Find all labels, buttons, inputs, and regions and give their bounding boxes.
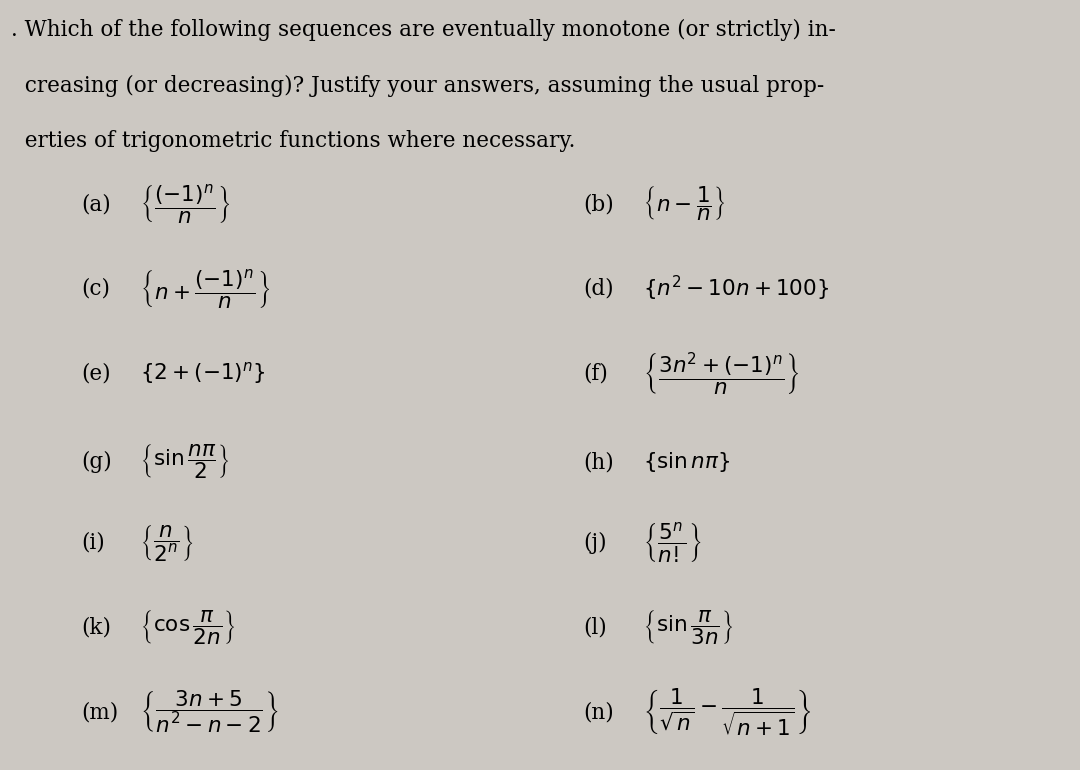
Text: $\left\{\dfrac{n}{2^n}\right\}$: $\left\{\dfrac{n}{2^n}\right\}$ xyxy=(140,523,193,563)
Text: (b): (b) xyxy=(583,193,613,215)
Text: . Which of the following sequences are eventually monotone (or strictly) in-: . Which of the following sequences are e… xyxy=(11,19,836,42)
Text: $\left\{n - \dfrac{1}{n}\right\}$: $\left\{n - \dfrac{1}{n}\right\}$ xyxy=(643,185,725,223)
Text: $\left\{\cos \dfrac{\pi}{2n}\right\}$: $\left\{\cos \dfrac{\pi}{2n}\right\}$ xyxy=(140,608,237,647)
Text: $\left\{\dfrac{3n + 5}{n^2 - n - 2}\right\}$: $\left\{\dfrac{3n + 5}{n^2 - n - 2}\righ… xyxy=(140,689,279,735)
Text: (j): (j) xyxy=(583,532,607,554)
Text: $\left\{\dfrac{3n^2 + (-1)^n}{n}\right\}$: $\left\{\dfrac{3n^2 + (-1)^n}{n}\right\}… xyxy=(643,350,799,397)
Text: (h): (h) xyxy=(583,451,613,473)
Text: (c): (c) xyxy=(81,278,110,300)
Text: (l): (l) xyxy=(583,617,607,638)
Text: (g): (g) xyxy=(81,451,111,473)
Text: $\{n^2 - 10n + 100\}$: $\{n^2 - 10n + 100\}$ xyxy=(643,274,828,303)
Text: $\left\{\dfrac{5^n}{n!}\right\}$: $\left\{\dfrac{5^n}{n!}\right\}$ xyxy=(643,521,701,565)
Text: (a): (a) xyxy=(81,193,111,215)
Text: $\left\{n + \dfrac{(-1)^n}{n}\right\}$: $\left\{n + \dfrac{(-1)^n}{n}\right\}$ xyxy=(140,267,270,310)
Text: erties of trigonometric functions where necessary.: erties of trigonometric functions where … xyxy=(11,130,576,152)
Text: (m): (m) xyxy=(81,701,118,723)
Text: $\left\{\dfrac{1}{\sqrt{n}} - \dfrac{1}{\sqrt{n+1}}\right\}$: $\left\{\dfrac{1}{\sqrt{n}} - \dfrac{1}{… xyxy=(643,687,811,738)
Text: (k): (k) xyxy=(81,617,111,638)
Text: (f): (f) xyxy=(583,363,608,384)
Text: $\left\{\dfrac{(-1)^n}{n}\right\}$: $\left\{\dfrac{(-1)^n}{n}\right\}$ xyxy=(140,182,230,226)
Text: $\{2 + (-1)^n\}$: $\{2 + (-1)^n\}$ xyxy=(140,360,266,387)
Text: $\left\{\sin \dfrac{n\pi}{2}\right\}$: $\left\{\sin \dfrac{n\pi}{2}\right\}$ xyxy=(140,443,230,481)
Text: $\{\sin n\pi\}$: $\{\sin n\pi\}$ xyxy=(643,450,730,474)
Text: creasing (or decreasing)? Justify your answers, assuming the usual prop-: creasing (or decreasing)? Justify your a… xyxy=(11,75,824,97)
Text: (d): (d) xyxy=(583,278,613,300)
Text: (i): (i) xyxy=(81,532,105,554)
Text: (n): (n) xyxy=(583,701,613,723)
Text: $\left\{\sin \dfrac{\pi}{3n}\right\}$: $\left\{\sin \dfrac{\pi}{3n}\right\}$ xyxy=(643,608,733,647)
Text: (e): (e) xyxy=(81,363,110,384)
